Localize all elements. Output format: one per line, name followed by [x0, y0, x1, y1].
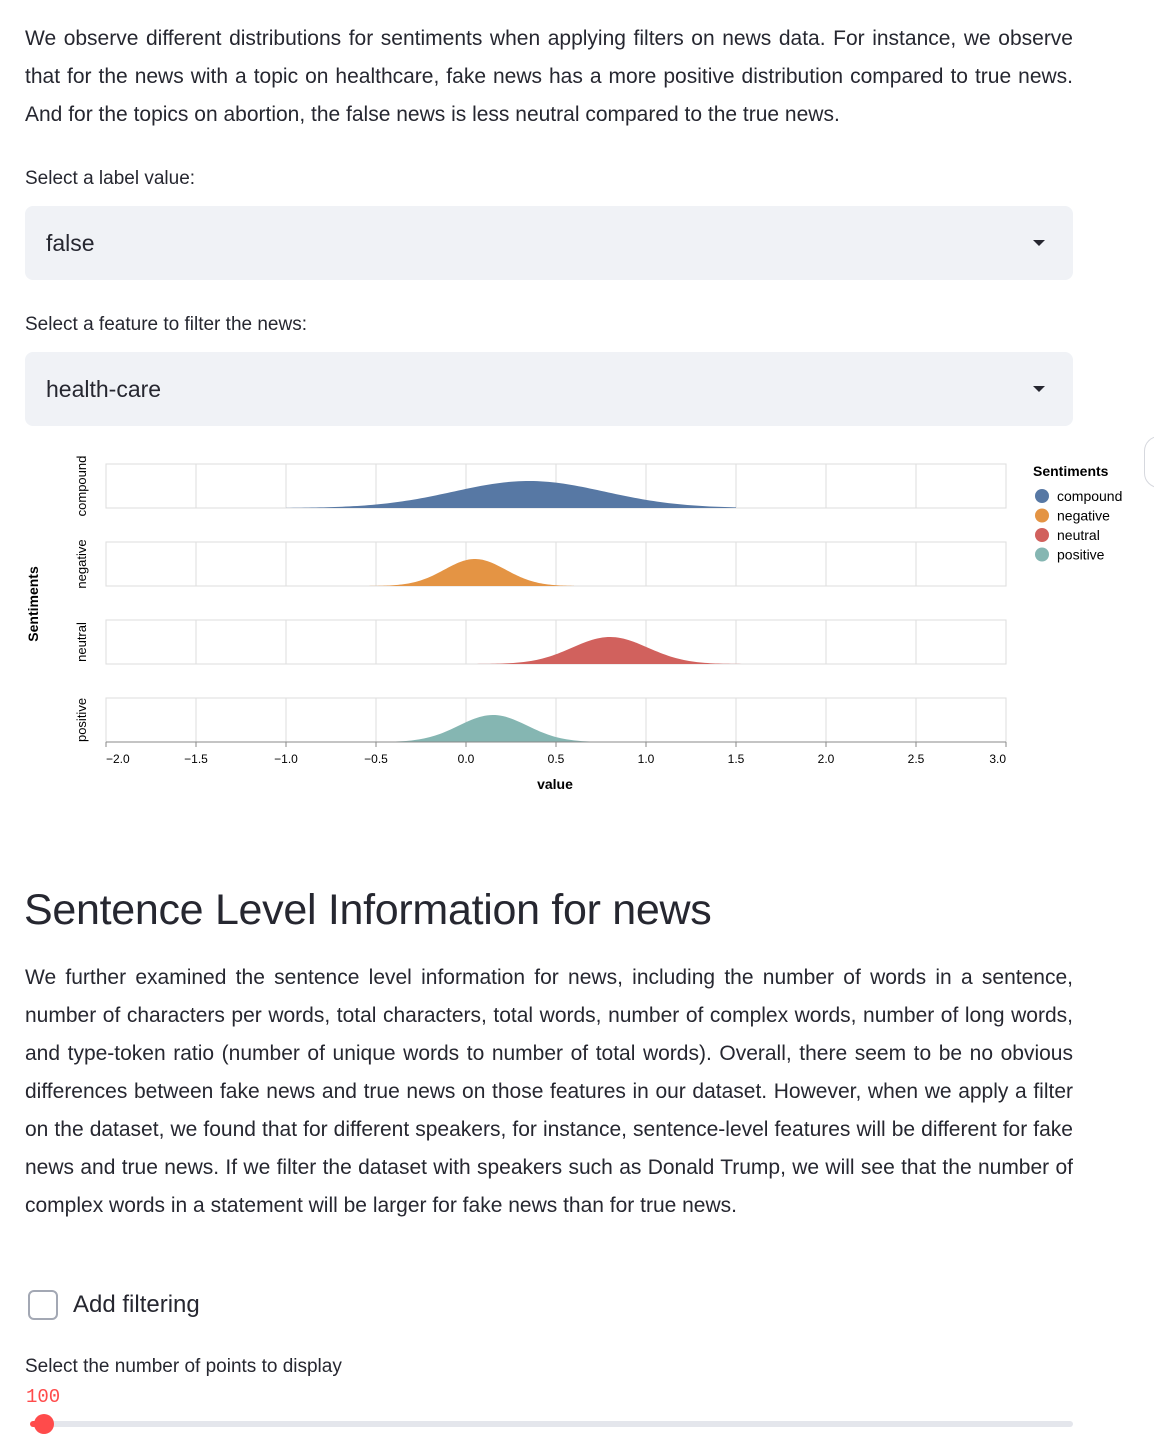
x-tick-label: 2.5	[908, 752, 925, 766]
caret-down-icon	[1033, 386, 1045, 392]
y-axis-title: Sentiments	[25, 566, 41, 642]
density-positive	[322, 715, 637, 742]
label-select-label: Select a label value:	[25, 168, 196, 189]
legend-label-neutral: neutral	[1057, 527, 1100, 543]
label-select-value: false	[46, 229, 95, 256]
feature-select-label: Select a feature to filter the news:	[25, 314, 307, 335]
section-paragraph: We further examined the sentence level i…	[25, 966, 1073, 1217]
points-slider-value: 100	[26, 1386, 61, 1408]
points-slider-thumb[interactable]	[34, 1414, 54, 1434]
add-filtering-label: Add filtering	[73, 1291, 200, 1318]
sentiment-ridgeline-chart: compound negative neutral positive −2.0 −1.5…	[25, 456, 1122, 792]
row-label-positive: positive	[74, 698, 89, 742]
density-negative	[367, 559, 574, 586]
row-label-neutral: neutral	[74, 622, 89, 662]
x-tick-label: 3.0	[989, 752, 1006, 766]
legend-label-negative: negative	[1057, 508, 1110, 524]
x-axis-title: value	[537, 776, 573, 792]
section-heading: Sentence Level Information for news	[24, 886, 712, 934]
x-tick-label: −2.0	[106, 752, 130, 766]
feature-select[interactable]: health-care	[25, 352, 1073, 426]
row-label-negative: negative	[74, 539, 89, 588]
points-slider-track[interactable]	[36, 1421, 1073, 1427]
checkbox-box[interactable]	[28, 1290, 58, 1320]
sidebar-toggle-handle[interactable]	[1144, 436, 1154, 488]
legend-swatch-negative	[1035, 508, 1049, 523]
density-neutral	[466, 637, 781, 664]
feature-select-value: health-care	[46, 375, 162, 402]
points-slider-label: Select the number of points to display	[25, 1356, 342, 1377]
chart-legend: Sentiments compound negative neutral positi…	[1033, 463, 1122, 563]
x-tick-label: 2.0	[818, 752, 835, 766]
intro-paragraph: We observe different distributions for s…	[25, 27, 1073, 126]
x-tick-label: −1.0	[274, 752, 298, 766]
x-tick-label: 1.0	[638, 752, 655, 766]
legend-label-compound: compound	[1057, 488, 1122, 504]
caret-down-icon	[1033, 240, 1045, 246]
legend-title: Sentiments	[1033, 463, 1109, 479]
legend-swatch-compound	[1035, 489, 1049, 503]
add-filtering-checkbox[interactable]: Add filtering	[28, 1290, 200, 1320]
label-select[interactable]: false	[25, 206, 1073, 280]
density-compound	[286, 481, 736, 508]
x-tick-label: 0.0	[458, 752, 475, 766]
row-label-compound: compound	[74, 456, 89, 517]
x-tick-label: 1.5	[728, 752, 745, 766]
legend-swatch-positive	[1035, 547, 1049, 562]
x-tick-label: 0.5	[548, 752, 565, 766]
x-tick-label: −0.5	[364, 752, 388, 766]
x-tick-label: −1.5	[184, 752, 208, 766]
legend-swatch-neutral	[1035, 528, 1049, 542]
legend-label-positive: positive	[1057, 547, 1105, 563]
